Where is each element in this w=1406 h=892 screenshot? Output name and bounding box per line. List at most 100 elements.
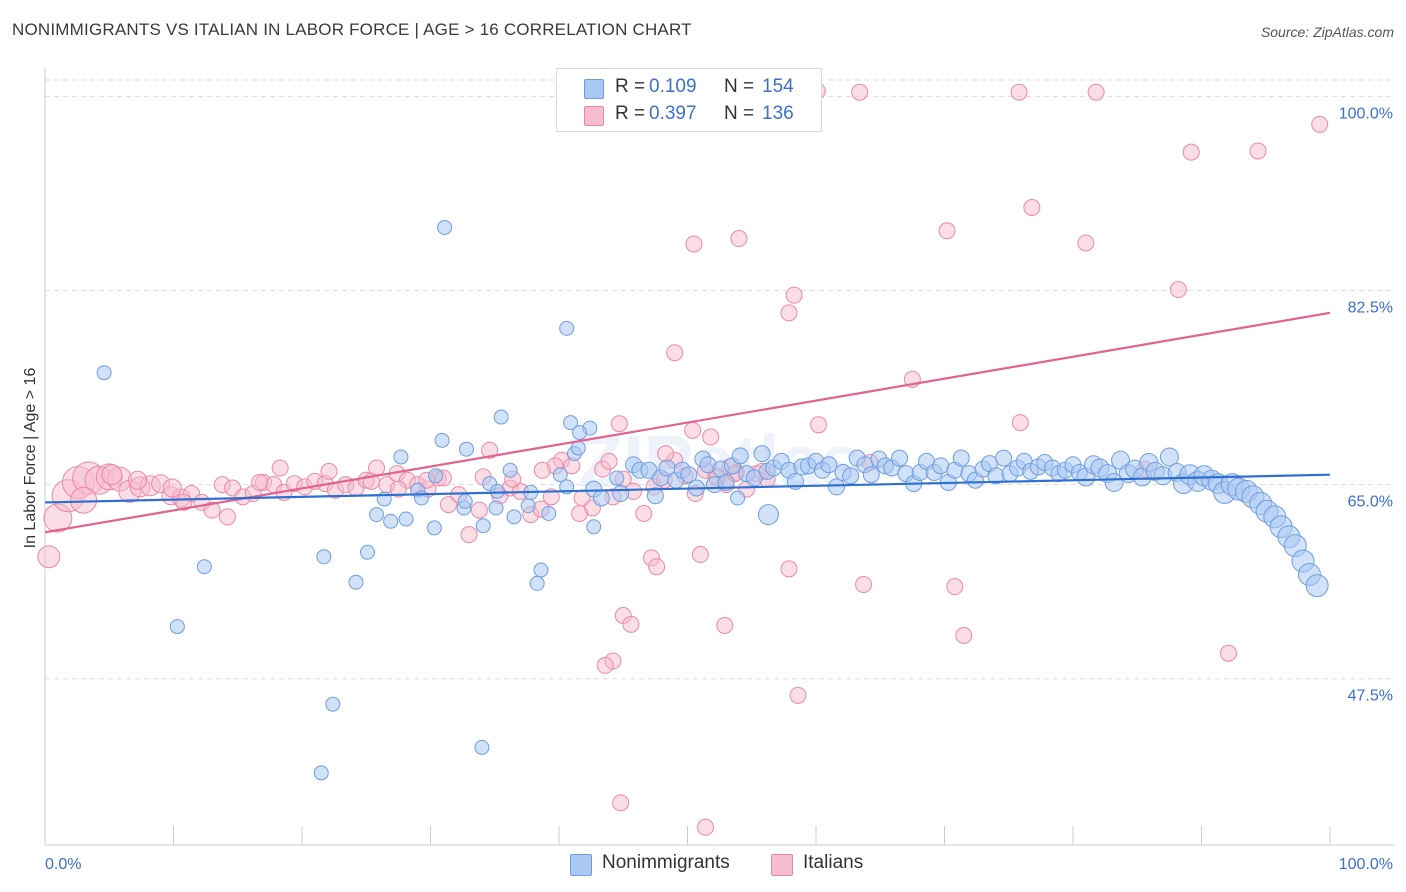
italians-point-122 bbox=[1169, 281, 1187, 299]
nonimmigrants-point-29 bbox=[506, 509, 522, 525]
nonimmigrants-point-60 bbox=[717, 473, 735, 491]
nonimmigrants-point-62 bbox=[731, 447, 749, 465]
italians-point-120 bbox=[1087, 83, 1105, 101]
legend-r-value: 0.109 bbox=[649, 76, 697, 97]
nonimmigrants-point-75 bbox=[820, 456, 838, 474]
x-tick-label-min: 0.0% bbox=[45, 856, 81, 873]
nonimmigrants-point-147 bbox=[493, 409, 509, 425]
nonimmigrants-point-16 bbox=[434, 432, 450, 448]
nonimmigrants-point-22 bbox=[488, 500, 504, 516]
nonimmigrants-point-1 bbox=[169, 619, 185, 635]
nonimmigrants-point-7 bbox=[360, 544, 376, 560]
italians-point-72 bbox=[101, 464, 123, 486]
nonimmigrants-point-81 bbox=[862, 466, 880, 484]
italians-point-117 bbox=[1011, 414, 1029, 432]
nonimmigrants-point-91 bbox=[932, 457, 950, 475]
italians-point-91 bbox=[648, 558, 666, 576]
italians-point-43 bbox=[481, 441, 499, 459]
italians-point-114 bbox=[946, 578, 964, 596]
nonimmigrants-point-38 bbox=[559, 320, 575, 336]
italians-point-42 bbox=[470, 501, 488, 519]
italians-point-89 bbox=[612, 794, 630, 812]
nonimmigrants-point-39 bbox=[572, 425, 588, 441]
italians-point-108 bbox=[810, 416, 828, 434]
italians-point-113 bbox=[938, 222, 956, 240]
italians-point-98 bbox=[702, 428, 720, 446]
italians-point-115 bbox=[955, 626, 973, 644]
gridlines bbox=[45, 79, 1395, 680]
trend-lines bbox=[44, 311, 1331, 534]
nonimmigrants-point-65 bbox=[753, 445, 771, 463]
nonimmigrants-point-76 bbox=[828, 478, 846, 496]
italians-point-76 bbox=[271, 459, 289, 477]
nonimmigrants-point-6 bbox=[348, 574, 364, 590]
italians-point-84 bbox=[571, 505, 589, 522]
italians-point-110 bbox=[855, 575, 873, 593]
nonimmigrants-point-31 bbox=[533, 562, 549, 578]
italians-point-105 bbox=[785, 286, 803, 304]
italians-point-126 bbox=[1311, 115, 1329, 133]
nonimmigrants-point-10 bbox=[383, 513, 399, 529]
italians-point-103 bbox=[780, 304, 798, 322]
legend-n-value: 136 bbox=[762, 103, 794, 124]
y-tick-label-3: 47.5% bbox=[1348, 688, 1393, 705]
nonimmigrants-point-15 bbox=[426, 520, 442, 536]
stats-legend: R = 0.109 N = 154 R = 0.397 N = 136 bbox=[556, 68, 822, 132]
y-tick-labels: 100.0% 82.5% 65.0% 47.5% bbox=[1339, 106, 1393, 705]
nonimmigrants-point-149 bbox=[730, 490, 746, 506]
nonimmigrants-point-19 bbox=[457, 493, 473, 509]
italians-point-118 bbox=[1023, 199, 1041, 216]
italians-point-16 bbox=[203, 501, 221, 519]
nonimmigrants-point-45 bbox=[612, 485, 630, 503]
italians-point-75 bbox=[218, 508, 236, 526]
legend-n-label: N = bbox=[724, 103, 755, 124]
nonimmigrants-point-42 bbox=[592, 489, 610, 507]
chart-title: NONIMMIGRANTS VS ITALIAN IN LABOR FORCE … bbox=[12, 20, 692, 39]
italians-point-124 bbox=[1219, 644, 1237, 662]
italians-point-94 bbox=[684, 421, 702, 439]
italians-point-104 bbox=[780, 560, 798, 578]
nonimmigrants-point-27 bbox=[437, 219, 453, 235]
nonimmigrants-point-5 bbox=[316, 549, 332, 565]
legend-r-value: 0.397 bbox=[649, 103, 697, 124]
nonimmigrants-trend-line bbox=[44, 473, 1331, 504]
y-tick-label-1: 82.5% bbox=[1348, 300, 1393, 317]
nonimmigrants-point-44 bbox=[609, 470, 625, 486]
nonimmigrants-point-14 bbox=[414, 490, 430, 506]
x-tick-labels: 0.0% 100.0% bbox=[45, 856, 1393, 873]
nonimmigrants-point-4 bbox=[325, 696, 341, 712]
italians-point-127 bbox=[162, 478, 182, 498]
legend-label-italians: Italians bbox=[803, 852, 864, 873]
nonimmigrants-point-94 bbox=[952, 449, 970, 467]
nonimmigrants-point-12 bbox=[398, 511, 414, 527]
italians-point-39 bbox=[439, 496, 457, 514]
italians-point-96 bbox=[691, 546, 709, 564]
nonimmigrants-point-100 bbox=[995, 449, 1013, 467]
nonimmigrants-point-24 bbox=[502, 462, 518, 478]
italians-point-131 bbox=[622, 615, 640, 633]
italians-point-116 bbox=[1010, 83, 1028, 101]
italians-point-135 bbox=[596, 656, 614, 674]
italians-point-93 bbox=[666, 344, 684, 362]
legend-swatch-nonimmigrants bbox=[570, 854, 592, 876]
nonimmigrants-point-116 bbox=[1104, 472, 1124, 492]
italians-point-123 bbox=[1182, 143, 1200, 161]
italians-point-86 bbox=[610, 415, 628, 433]
italians-point-78 bbox=[389, 480, 407, 498]
nonimmigrants-point-33 bbox=[552, 467, 568, 483]
nonimmigrants-point-34 bbox=[563, 415, 579, 431]
nonimmigrants-point-145 bbox=[1305, 574, 1329, 598]
nonimmigrants-point-54 bbox=[680, 466, 698, 484]
nonimmigrants-point-146 bbox=[458, 441, 474, 457]
legend-r-label: R = bbox=[615, 76, 646, 97]
italians-point-77 bbox=[320, 462, 338, 480]
italians-point-58 bbox=[635, 505, 653, 522]
legend-swatch-italians bbox=[584, 106, 604, 126]
italians-point-128 bbox=[251, 473, 269, 491]
nonimmigrants-point-8 bbox=[369, 507, 385, 523]
y-axis-label: In Labor Force | Age > 16 bbox=[22, 368, 39, 549]
italians-point-125 bbox=[1249, 142, 1267, 160]
nonimmigrants-point-148 bbox=[757, 504, 779, 526]
italians-points bbox=[37, 82, 1329, 836]
